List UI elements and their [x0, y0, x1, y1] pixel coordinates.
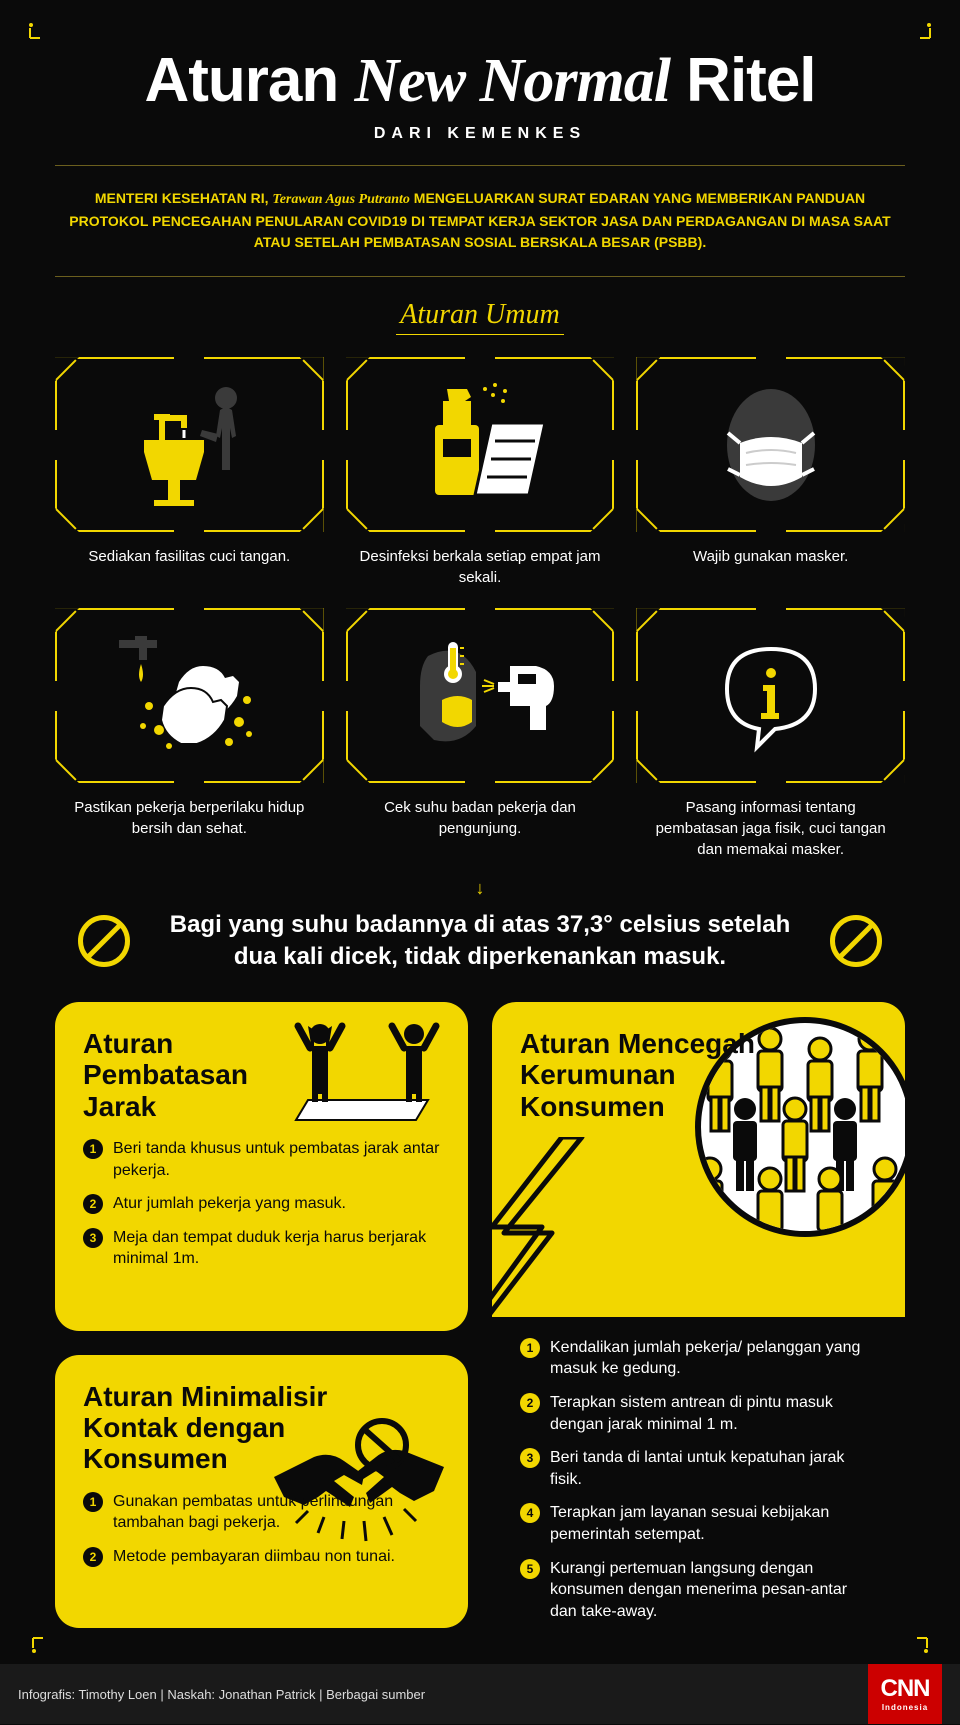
- intro-name: Terawan Agus Putranto: [272, 192, 409, 207]
- list-item-text: Meja dan tempat duduk kerja harus berjar…: [113, 1229, 426, 1268]
- tile-frame: [55, 608, 324, 783]
- page-title: Aturan New Normal Ritel DARI KEMENKES: [55, 45, 905, 143]
- tile-label: Pasang informasi tentang pembatasan jaga…: [636, 797, 905, 860]
- arrow-down-icon: ↓: [55, 878, 905, 899]
- card-distance: Aturan Pembatasan Jarak: [55, 1002, 468, 1331]
- title-pre: Aturan: [144, 46, 354, 115]
- tile-label: Cek suhu badan pekerja dan pengunjung.: [346, 797, 615, 839]
- card-list: 1Gunakan pembatas untuk perlindungan tam…: [83, 1491, 440, 1568]
- rule-tile: Cek suhu badan pekerja dan pengunjung.: [346, 608, 615, 860]
- temp-check-icon: [390, 626, 570, 766]
- list-item: 2Metode pembayaran diimbau non tunai.: [83, 1546, 440, 1568]
- title-italic: New Normal: [354, 47, 670, 115]
- mask-face-icon: [706, 375, 836, 515]
- tile-label: Desinfeksi berkala setiap empat jam seka…: [346, 546, 615, 588]
- footer: Infografis: Timothy Loen | Naskah: Jonat…: [0, 1664, 960, 1724]
- divider: [55, 276, 905, 277]
- corner-decoration-icon: [28, 22, 46, 40]
- page-subtitle: DARI KEMENKES: [55, 125, 905, 143]
- card-list: 1Kendalikan jumlah pekerja/ pelanggan ya…: [520, 1337, 877, 1623]
- logo-main: CNN: [881, 1677, 930, 1701]
- list-item: 1Beri tanda khusus untuk pembatas jarak …: [83, 1138, 440, 1181]
- card-list: 1Beri tanda khusus untuk pembatas jarak …: [83, 1138, 440, 1270]
- tile-label: Pastikan pekerja berperilaku hidup bersi…: [55, 797, 324, 839]
- prohibited-icon: [830, 915, 882, 967]
- divider: [55, 165, 905, 166]
- card-contact: Aturan Minimalisir Kontak dengan Konsume…: [55, 1355, 468, 1629]
- tile-label: Sediakan fasilitas cuci tangan.: [55, 546, 324, 567]
- list-item: 5Kurangi pertemuan langsung dengan konsu…: [520, 1558, 877, 1623]
- info-bubble-icon: [701, 631, 841, 761]
- cnn-logo: CNN Indonesia: [868, 1664, 942, 1724]
- bottom-decoration: [55, 1628, 905, 1650]
- warning-text: Bagi yang suhu badannya di atas 37,3° ce…: [160, 909, 800, 974]
- wash-hands-icon: [99, 626, 279, 766]
- lightning-bolt-icon: [492, 1137, 622, 1317]
- tile-frame: [346, 608, 615, 783]
- list-item-text: Gunakan pembatas untuk perlindungan tamb…: [113, 1493, 393, 1532]
- intro-lead: MENTERI KESEHATAN RI,: [95, 190, 273, 206]
- infographic-page: Aturan New Normal Ritel DARI KEMENKES ME…: [0, 0, 960, 1724]
- corner-decoration-icon: [31, 1636, 49, 1654]
- section-heading-wrap: Aturan Umum: [55, 299, 905, 335]
- tile-frame: [636, 608, 905, 783]
- tile-frame: [636, 357, 905, 532]
- card-crowd: Aturan Mencegah Kerumunan Konsumen: [492, 1002, 905, 1629]
- intro-paragraph: MENTERI KESEHATAN RI, Terawan Agus Putra…: [55, 188, 905, 254]
- title-main: Aturan New Normal Ritel: [55, 45, 905, 117]
- rule-tile: Sediakan fasilitas cuci tangan.: [55, 357, 324, 588]
- list-item: 1Kendalikan jumlah pekerja/ pelanggan ya…: [520, 1337, 877, 1380]
- no-handshake-icon: [264, 1417, 454, 1557]
- list-item: 3Meja dan tempat duduk kerja harus berja…: [83, 1227, 440, 1270]
- list-item-text: Kurangi pertemuan langsung dengan konsum…: [550, 1560, 847, 1620]
- rule-tile: Desinfeksi berkala setiap empat jam seka…: [346, 357, 615, 588]
- list-item-text: Terapkan jam layanan sesuai kebijakan pe…: [550, 1504, 829, 1543]
- list-item-text: Beri tanda di lantai untuk kepatuhan jar…: [550, 1449, 844, 1488]
- footer-credits: Infografis: Timothy Loen | Naskah: Jonat…: [18, 1687, 425, 1702]
- card-title: Aturan Mencegah Kerumunan Konsumen: [520, 1028, 780, 1122]
- title-post: Ritel: [670, 46, 816, 115]
- spray-wipe-icon: [395, 375, 565, 515]
- list-item-text: Beri tanda khusus untuk pembatas jarak a…: [113, 1140, 439, 1179]
- tile-frame: [346, 357, 615, 532]
- distance-people-icon: [288, 1020, 448, 1130]
- cards-grid: Aturan Pembatasan Jarak: [55, 1002, 905, 1629]
- list-item: 2Atur jumlah pekerja yang masuk.: [83, 1193, 440, 1215]
- rule-tile: Pasang informasi tentang pembatasan jaga…: [636, 608, 905, 860]
- section-heading: Aturan Umum: [396, 299, 563, 335]
- logo-sub: Indonesia: [882, 1703, 928, 1712]
- list-item: 1Gunakan pembatas untuk perlindungan tam…: [83, 1491, 440, 1534]
- wash-sink-icon: [114, 380, 264, 510]
- warning-row: Bagi yang suhu badannya di atas 37,3° ce…: [55, 909, 905, 974]
- list-item: 4Terapkan jam layanan sesuai kebijakan p…: [520, 1502, 877, 1545]
- rules-grid: Sediakan fasilitas cuci tangan.: [55, 357, 905, 860]
- corner-decoration-icon: [914, 22, 932, 40]
- list-item: 3Beri tanda di lantai untuk kepatuhan ja…: [520, 1447, 877, 1490]
- card-title: Aturan Pembatasan Jarak: [83, 1028, 313, 1122]
- list-item-text: Metode pembayaran diimbau non tunai.: [113, 1548, 395, 1565]
- corner-decoration-icon: [911, 1636, 929, 1654]
- list-item-text: Terapkan sistem antrean di pintu masuk d…: [550, 1394, 833, 1433]
- list-item: 2Terapkan sistem antrean di pintu masuk …: [520, 1392, 877, 1435]
- tile-label: Wajib gunakan masker.: [636, 546, 905, 567]
- prohibited-icon: [78, 915, 130, 967]
- list-item-text: Atur jumlah pekerja yang masuk.: [113, 1195, 346, 1212]
- rule-tile: Wajib gunakan masker.: [636, 357, 905, 588]
- rule-tile: Pastikan pekerja berperilaku hidup bersi…: [55, 608, 324, 860]
- tile-frame: [55, 357, 324, 532]
- list-item-text: Kendalikan jumlah pekerja/ pelanggan yan…: [550, 1339, 860, 1378]
